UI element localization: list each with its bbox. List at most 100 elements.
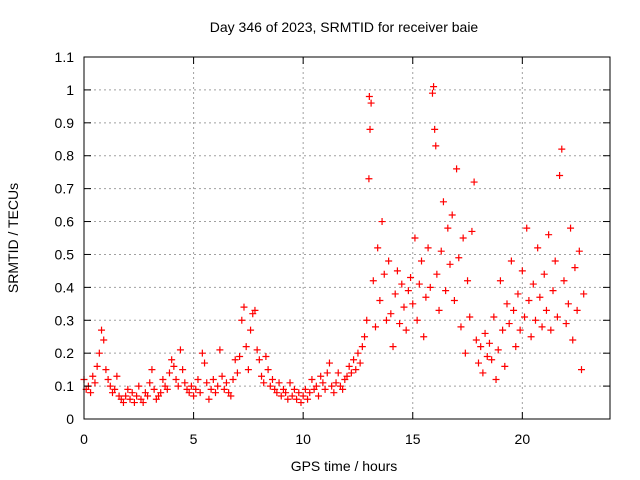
data-point bbox=[288, 392, 296, 400]
data-point bbox=[317, 372, 325, 380]
data-point bbox=[104, 376, 112, 384]
data-point bbox=[481, 329, 489, 337]
data-point bbox=[492, 376, 500, 384]
data-point bbox=[328, 382, 336, 390]
data-point bbox=[426, 283, 434, 291]
data-point bbox=[290, 385, 298, 393]
data-point bbox=[212, 389, 219, 397]
data-point bbox=[339, 385, 347, 393]
data-point bbox=[545, 231, 553, 239]
data-point bbox=[242, 343, 250, 351]
data-point bbox=[567, 224, 575, 232]
data-point bbox=[268, 376, 276, 384]
data-point bbox=[347, 369, 355, 377]
data-point bbox=[231, 356, 239, 364]
data-point bbox=[332, 379, 340, 387]
x-tick-label: 0 bbox=[80, 431, 88, 447]
data-point bbox=[387, 310, 395, 318]
data-point bbox=[273, 389, 281, 397]
data-point bbox=[124, 385, 132, 393]
data-point bbox=[93, 362, 101, 370]
data-point bbox=[111, 385, 119, 393]
data-point bbox=[571, 264, 579, 272]
data-point bbox=[382, 316, 390, 324]
data-point bbox=[190, 392, 198, 400]
data-point bbox=[396, 320, 404, 328]
data-point bbox=[430, 83, 438, 91]
data-point bbox=[240, 303, 248, 311]
data-point bbox=[293, 395, 301, 403]
data-point bbox=[323, 369, 331, 377]
data-point bbox=[119, 399, 127, 407]
data-point bbox=[365, 92, 373, 100]
data-point bbox=[415, 280, 423, 288]
data-point bbox=[297, 399, 305, 407]
data-point bbox=[185, 389, 193, 397]
data-point bbox=[402, 326, 410, 334]
data-point bbox=[501, 362, 509, 370]
data-point bbox=[400, 303, 408, 311]
data-point bbox=[558, 145, 566, 153]
data-point bbox=[165, 369, 173, 377]
data-point bbox=[453, 165, 461, 173]
data-point bbox=[343, 372, 351, 380]
y-tick-label: 1.1 bbox=[55, 49, 75, 65]
data-point bbox=[354, 349, 362, 357]
data-point bbox=[385, 257, 393, 265]
data-point bbox=[227, 392, 235, 400]
x-tick-label: 5 bbox=[190, 431, 198, 447]
data-point bbox=[457, 323, 465, 331]
data-point bbox=[459, 234, 467, 242]
data-point bbox=[391, 290, 399, 298]
plot-frame bbox=[83, 56, 611, 420]
data-point bbox=[356, 359, 364, 367]
data-point bbox=[106, 382, 114, 390]
data-point bbox=[432, 142, 440, 150]
data-point bbox=[236, 352, 244, 360]
data-point bbox=[422, 293, 430, 301]
data-point bbox=[325, 359, 333, 367]
data-point bbox=[393, 267, 401, 275]
data-point bbox=[330, 389, 338, 397]
data-point bbox=[369, 277, 377, 285]
data-point bbox=[89, 372, 97, 380]
data-point bbox=[404, 287, 412, 295]
grid-lines bbox=[84, 57, 610, 419]
data-point bbox=[442, 287, 450, 295]
data-point bbox=[139, 399, 147, 407]
data-point bbox=[466, 313, 474, 321]
data-point bbox=[578, 366, 586, 374]
tick-labels: 0 0.1 0.2 0.3 0.4 0.5 0.6 0.7 0.8 0.9 1 1.1 0 5 10 15 20 bbox=[55, 49, 531, 447]
data-point bbox=[542, 306, 550, 314]
data-point bbox=[575, 247, 583, 255]
data-point bbox=[253, 346, 261, 354]
data-point bbox=[255, 356, 263, 364]
data-point bbox=[569, 336, 577, 344]
data-point bbox=[407, 273, 415, 281]
data-point bbox=[286, 379, 294, 387]
data-point bbox=[366, 125, 374, 133]
data-point bbox=[319, 379, 327, 387]
data-point bbox=[378, 218, 386, 226]
data-point bbox=[380, 270, 388, 278]
y-tick-label: 0.8 bbox=[55, 148, 75, 164]
data-point bbox=[573, 306, 581, 314]
data-point bbox=[461, 349, 469, 357]
data-point bbox=[516, 326, 524, 334]
data-point bbox=[214, 382, 222, 390]
data-point bbox=[247, 326, 255, 334]
data-point bbox=[446, 260, 454, 268]
data-point bbox=[464, 277, 472, 285]
data-point bbox=[553, 313, 561, 321]
data-point bbox=[181, 379, 189, 387]
y-axis-title: SRMTID / TECUs bbox=[5, 183, 21, 293]
data-point bbox=[450, 297, 458, 305]
data-point bbox=[437, 247, 445, 255]
data-point bbox=[144, 392, 152, 400]
data-point bbox=[523, 224, 531, 232]
data-point bbox=[258, 372, 266, 380]
data-point bbox=[321, 385, 329, 393]
data-point bbox=[549, 287, 557, 295]
data-point bbox=[95, 349, 103, 357]
data-point bbox=[490, 313, 498, 321]
